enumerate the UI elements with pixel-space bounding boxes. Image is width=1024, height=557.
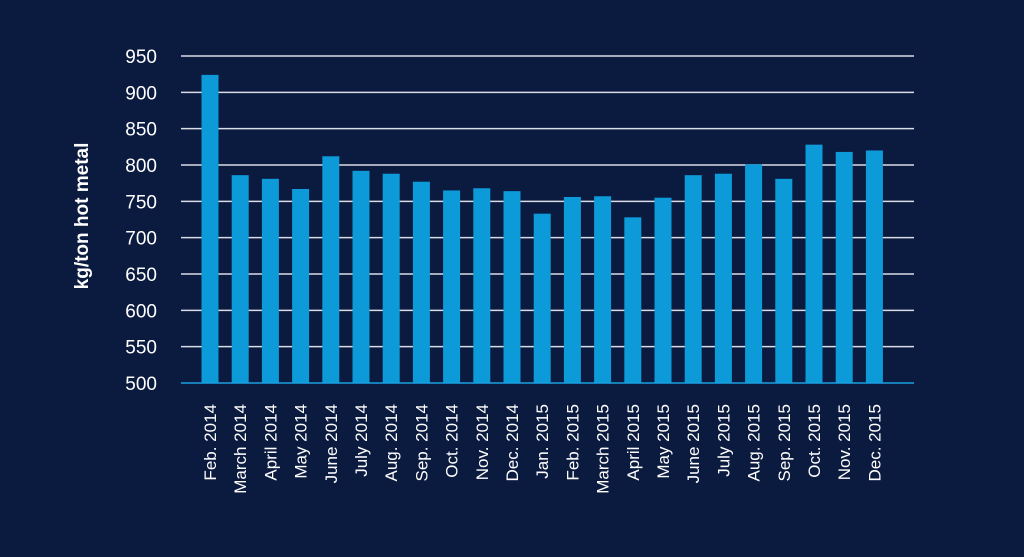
bar — [352, 170, 370, 383]
y-tick-label: 750 — [125, 192, 157, 213]
bar — [684, 175, 702, 383]
x-tick-label: Dec. 2014 — [503, 404, 522, 482]
x-axis-labels: Feb. 2014 March 2014 April 2014 May 2014 Jun… — [201, 404, 884, 494]
bar — [624, 217, 642, 383]
x-tick-label: March 2015 — [594, 404, 613, 494]
bar — [503, 191, 521, 383]
x-tick-label: Feb. 2015 — [563, 404, 582, 481]
x-tick-label: Sep. 2015 — [775, 404, 794, 482]
x-tick-label: Nov. 2015 — [835, 404, 854, 480]
x-tick-label: May 2015 — [654, 404, 673, 479]
x-tick-label: Feb. 2014 — [201, 404, 220, 481]
bar — [835, 151, 853, 383]
x-tick-label: Oct. 2014 — [443, 404, 462, 478]
bar — [533, 213, 551, 383]
bar — [231, 175, 249, 383]
bar — [775, 178, 793, 383]
bar — [443, 190, 461, 383]
x-tick-label: July 2014 — [352, 404, 371, 477]
x-tick-label: July 2015 — [714, 404, 733, 477]
x-tick-label: Aug. 2015 — [745, 404, 764, 482]
x-tick-label: Sep. 2014 — [412, 404, 431, 482]
y-tick-label: 900 — [125, 83, 157, 104]
x-tick-label: June 2015 — [684, 404, 703, 483]
bar — [805, 144, 823, 383]
y-tick-label: 800 — [125, 156, 157, 177]
bar — [382, 173, 400, 383]
bar — [654, 197, 672, 383]
x-tick-label: April 2014 — [261, 404, 280, 481]
bar — [322, 156, 340, 383]
x-tick-label: Jan. 2015 — [533, 404, 552, 479]
x-tick-label: May 2014 — [292, 404, 311, 479]
y-tick-label: 700 — [125, 229, 157, 250]
bar — [714, 173, 732, 383]
y-axis-title: kg/ton hot metal — [72, 143, 93, 290]
y-tick-label: 550 — [125, 338, 157, 359]
bar — [594, 196, 612, 383]
bar — [865, 150, 883, 383]
x-tick-label: Nov. 2014 — [473, 404, 492, 480]
y-tick-label: 500 — [125, 374, 157, 395]
y-tick-label: 950 — [125, 47, 157, 68]
bar — [745, 164, 763, 383]
bar — [473, 188, 491, 383]
x-tick-label: April 2015 — [624, 404, 643, 481]
x-tick-label: Oct. 2015 — [805, 404, 824, 478]
y-tick-label: 650 — [125, 265, 157, 286]
bar — [292, 188, 310, 383]
bar — [201, 74, 219, 383]
y-axis-ticks: 500 550 600 650 700 750 800 850 900 950 — [125, 47, 157, 395]
y-tick-label: 850 — [125, 120, 157, 141]
x-tick-label: June 2014 — [322, 404, 341, 483]
x-tick-label: Aug. 2014 — [382, 404, 401, 482]
bars — [201, 74, 883, 383]
bar — [412, 181, 430, 383]
y-tick-label: 600 — [125, 301, 157, 322]
x-tick-label: Dec. 2015 — [865, 404, 884, 482]
bar — [261, 178, 279, 383]
bar — [563, 196, 581, 383]
x-tick-label: March 2014 — [231, 404, 250, 494]
